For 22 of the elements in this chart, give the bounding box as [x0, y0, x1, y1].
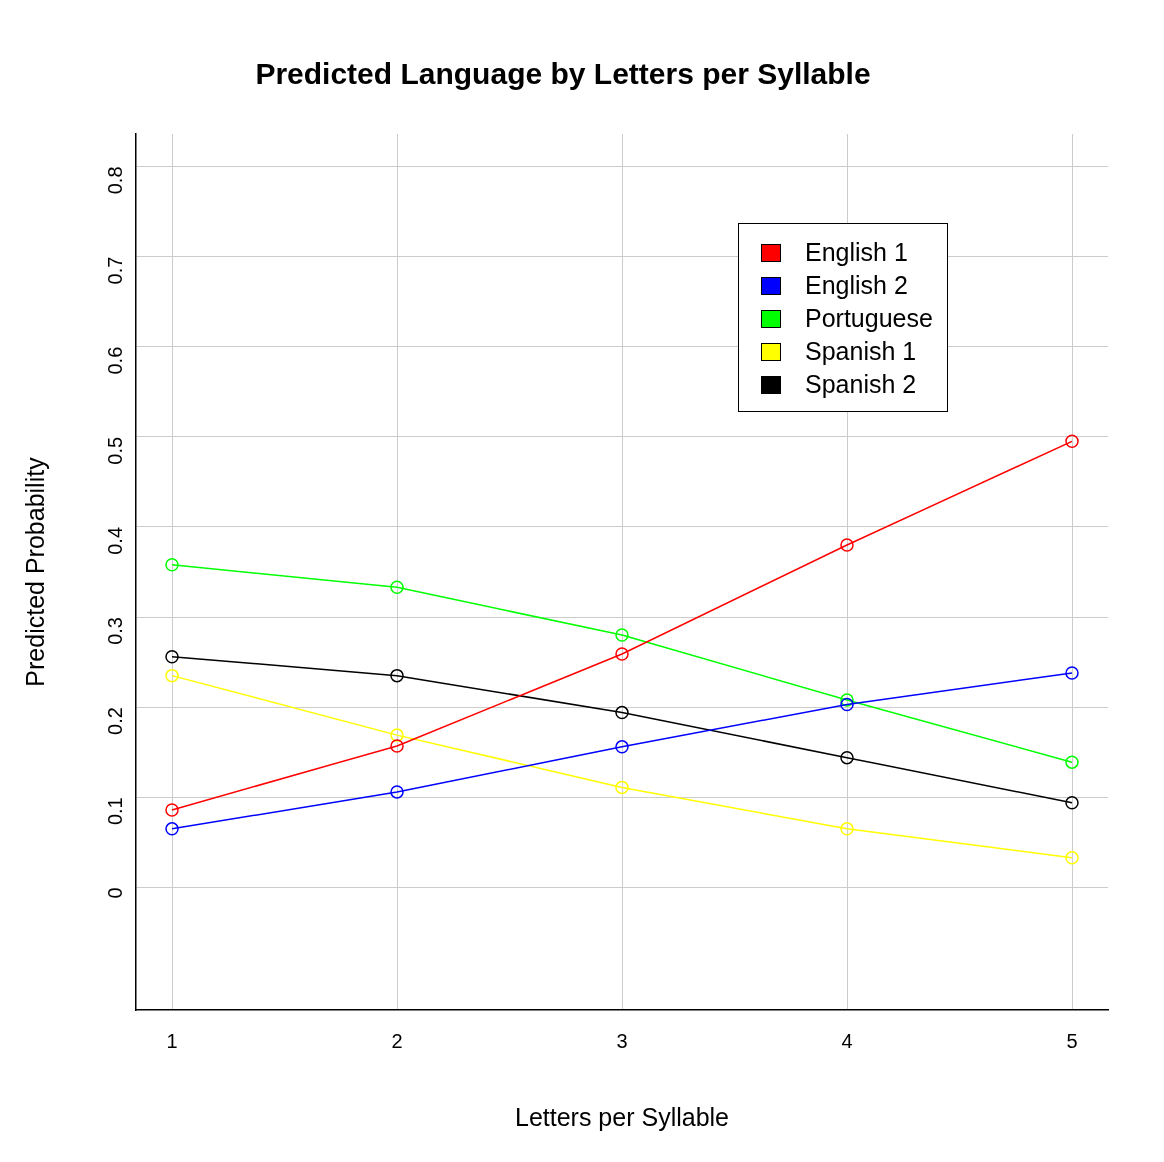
- x-tick-label: 5: [1066, 1029, 1078, 1052]
- y-axis-title: Predicted Probability: [20, 456, 49, 687]
- y-tick-label: 0.2: [103, 707, 126, 735]
- legend-label: English 2: [805, 270, 908, 301]
- y-tick-label: 0.5: [103, 436, 126, 465]
- x-tick-label: 4: [841, 1029, 853, 1052]
- legend-label: Spanish 2: [805, 369, 917, 400]
- legend-label: Spanish 1: [805, 336, 917, 367]
- x-tick-label: 3: [616, 1029, 628, 1052]
- y-tick-label: 0.7: [103, 256, 126, 285]
- y-tick-label: 0.6: [103, 346, 126, 375]
- y-tick-label: 0.1: [103, 797, 126, 826]
- y-tick-label: 0.4: [103, 526, 126, 555]
- chart-title: Predicted Language by Letters per Syllable: [255, 57, 871, 91]
- x-axis-title: Letters per Syllable: [514, 1102, 730, 1131]
- y-tick-label: 0: [103, 887, 126, 899]
- x-tick-label: 1: [166, 1029, 178, 1052]
- y-tick-label: 0.3: [103, 617, 126, 645]
- x-tick-label: 2: [391, 1029, 403, 1052]
- legend-label: Portuguese: [805, 303, 933, 334]
- legend-label: English 1: [805, 237, 908, 268]
- y-tick-label: 0.8: [103, 166, 126, 195]
